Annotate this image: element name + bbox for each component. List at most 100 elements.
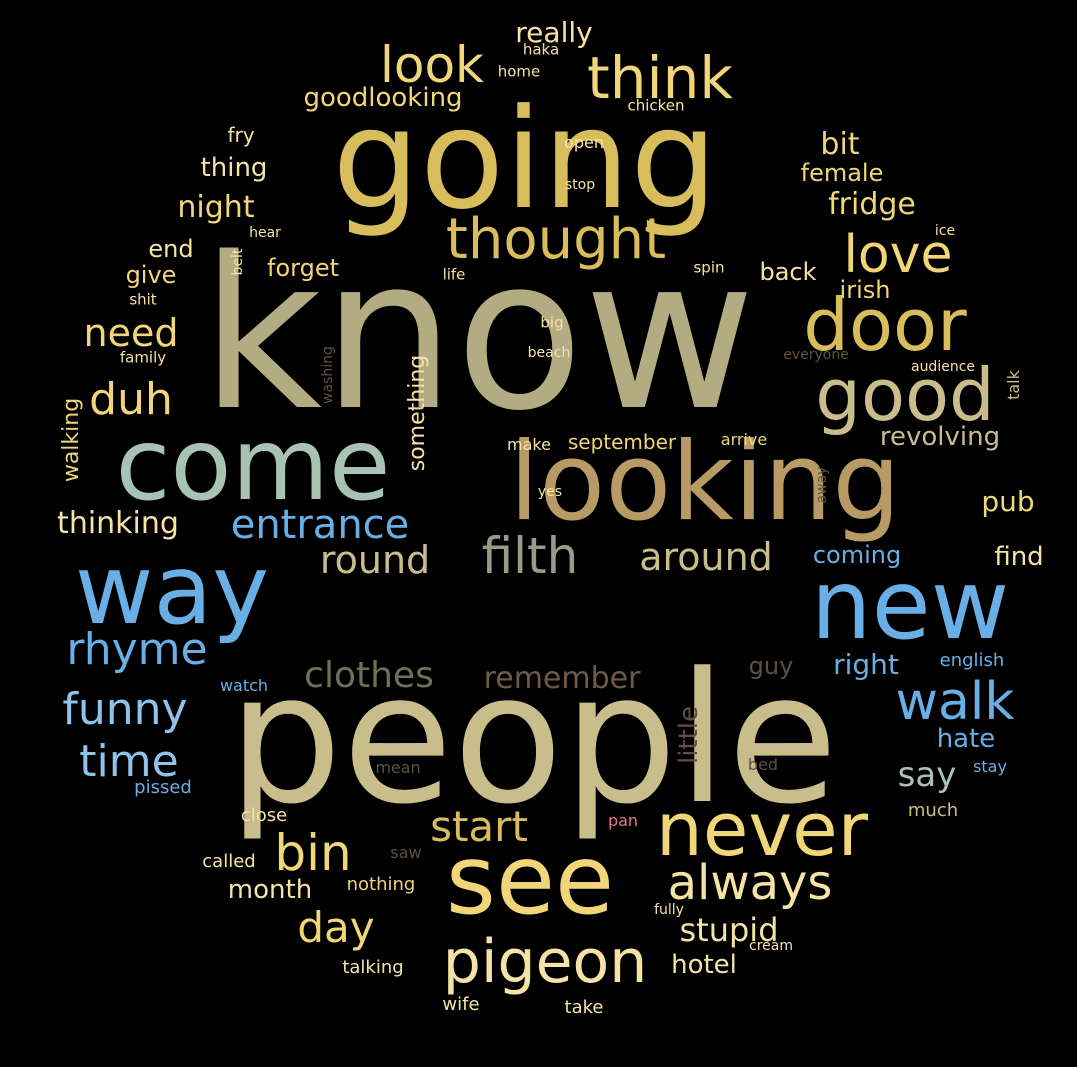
word-looking: looking bbox=[509, 420, 901, 545]
word-end: end bbox=[148, 235, 194, 263]
word-away: away bbox=[814, 466, 830, 504]
word-pub: pub bbox=[981, 485, 1035, 518]
word-right: right bbox=[833, 648, 899, 681]
word-bit: bit bbox=[820, 127, 860, 162]
word-pan: pan bbox=[607, 811, 639, 830]
word-saw: saw bbox=[390, 843, 422, 862]
word-thought: thought bbox=[445, 207, 667, 272]
word-nothing: nothing bbox=[346, 874, 416, 895]
word-new: new bbox=[810, 549, 1010, 661]
word-think: think bbox=[587, 44, 733, 112]
word-say: say bbox=[897, 755, 957, 795]
word-something: something bbox=[405, 354, 430, 472]
word-around: around bbox=[639, 535, 773, 579]
word-yes: yes bbox=[537, 484, 563, 500]
word-pissed: pissed bbox=[134, 777, 192, 798]
word-pigeon: pigeon bbox=[442, 927, 648, 997]
word-take: take bbox=[564, 997, 604, 1018]
word-revolving: revolving bbox=[879, 422, 1001, 452]
word-guy: guy bbox=[748, 652, 794, 680]
word-need: need bbox=[83, 311, 179, 355]
word-home: home bbox=[497, 62, 541, 81]
word-duh: duh bbox=[89, 374, 173, 425]
word-female: female bbox=[800, 159, 884, 187]
word-bin: bin bbox=[274, 824, 352, 882]
word-love: love bbox=[843, 225, 953, 285]
word-find: find bbox=[994, 542, 1044, 572]
word-cream: cream bbox=[749, 938, 793, 954]
word-open: open bbox=[564, 133, 604, 152]
word-shit: shit bbox=[129, 290, 157, 309]
word-goodlooking: goodlooking bbox=[303, 83, 463, 113]
word-clothes: clothes bbox=[304, 655, 434, 696]
word-stay: stay bbox=[973, 757, 1007, 776]
word-little: little bbox=[674, 705, 704, 765]
word-entrance: entrance bbox=[230, 502, 410, 548]
word-irish: irish bbox=[839, 276, 891, 304]
word-close: close bbox=[240, 805, 288, 826]
word-forget: forget bbox=[267, 254, 339, 282]
word-see: see bbox=[445, 824, 615, 936]
word-chicken: chicken bbox=[627, 96, 685, 115]
word-way: way bbox=[74, 534, 270, 646]
word-bed: bed bbox=[747, 755, 779, 774]
word-night: night bbox=[177, 190, 255, 225]
word-look: look bbox=[379, 36, 485, 94]
word-belt: belt bbox=[230, 248, 246, 276]
word-make: make bbox=[507, 435, 551, 454]
word-funny: funny bbox=[62, 684, 188, 735]
word-fully: fully bbox=[654, 902, 684, 918]
word-much: much bbox=[907, 800, 959, 821]
word-ice: ice bbox=[934, 223, 956, 239]
word-thinking: thinking bbox=[57, 506, 179, 541]
word-fry: fry bbox=[227, 123, 255, 147]
word-arrive: arrive bbox=[720, 430, 768, 449]
word-spin: spin bbox=[693, 258, 725, 277]
word-talk: talk bbox=[1004, 370, 1023, 400]
word-walking: walking bbox=[59, 397, 84, 483]
word-come: come bbox=[115, 406, 391, 523]
word-door: door bbox=[803, 283, 967, 367]
word-going: going bbox=[332, 79, 718, 240]
word-coming: coming bbox=[812, 541, 902, 569]
word-washing: washing bbox=[320, 346, 336, 404]
word-always: always bbox=[667, 855, 833, 911]
word-start: start bbox=[430, 802, 528, 851]
word-big: big bbox=[540, 313, 564, 332]
word-audience: audience bbox=[910, 359, 976, 375]
word-month: month bbox=[227, 875, 313, 905]
word-give: give bbox=[125, 261, 177, 289]
word-fridge: fridge bbox=[828, 187, 916, 222]
word-haka: haka bbox=[522, 40, 560, 59]
word-family: family bbox=[119, 348, 167, 367]
word-really: really bbox=[515, 16, 593, 49]
word-thing: thing bbox=[200, 153, 268, 183]
word-september: september bbox=[567, 430, 677, 454]
word-hate: hate bbox=[936, 724, 996, 754]
word-filth: filth bbox=[481, 527, 579, 585]
word-good: good bbox=[815, 353, 995, 437]
word-called: called bbox=[202, 851, 256, 872]
word-remember: remember bbox=[483, 661, 641, 696]
word-mean: mean bbox=[375, 758, 421, 777]
word-everyone: everyone bbox=[783, 347, 849, 363]
word-english: english bbox=[939, 650, 1005, 671]
word-never: never bbox=[655, 787, 869, 873]
word-rhyme: rhyme bbox=[66, 624, 208, 675]
word-hear: hear bbox=[249, 225, 281, 241]
word-stop: stop bbox=[564, 177, 596, 193]
word-walk: walk bbox=[895, 672, 1015, 732]
word-talking: talking bbox=[342, 957, 404, 978]
word-stupid: stupid bbox=[679, 911, 779, 949]
word-day: day bbox=[297, 903, 375, 952]
word-hotel: hotel bbox=[671, 950, 737, 980]
word-time: time bbox=[79, 736, 179, 787]
word-beach: beach bbox=[527, 345, 571, 361]
word-know: know bbox=[200, 212, 756, 457]
word-watch: watch bbox=[219, 676, 269, 695]
word-wife: wife bbox=[442, 994, 480, 1015]
word-round: round bbox=[319, 538, 431, 582]
word-people: people bbox=[227, 635, 839, 844]
word-back: back bbox=[759, 258, 817, 286]
